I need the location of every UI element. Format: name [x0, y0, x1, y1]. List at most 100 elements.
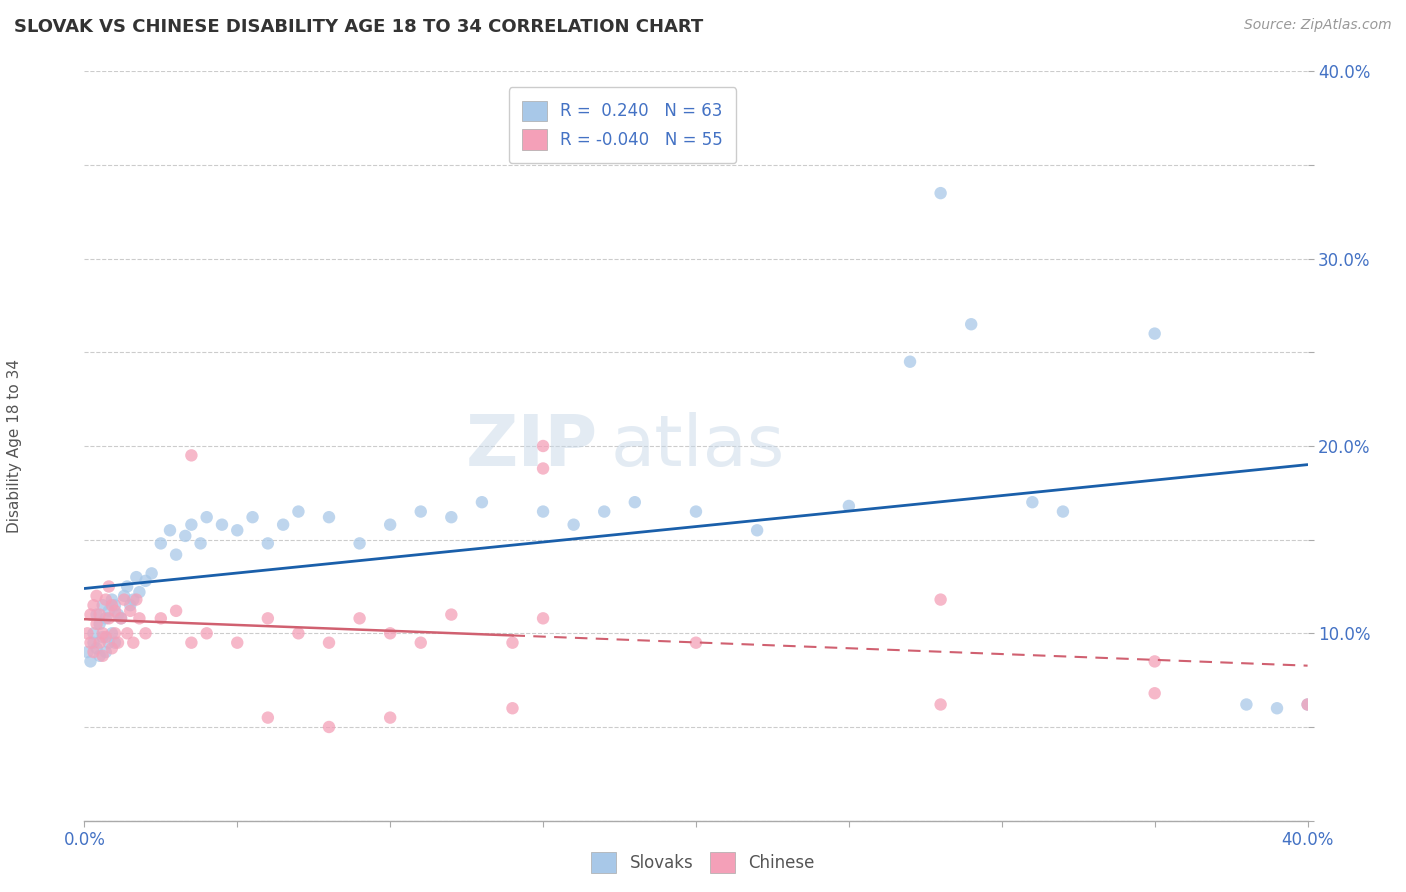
Point — [502, 635, 524, 649]
Point — [242, 510, 264, 524]
Point — [86, 607, 108, 622]
Point — [104, 599, 127, 613]
Point — [101, 592, 124, 607]
Point — [110, 611, 132, 625]
Point — [97, 580, 120, 594]
Point — [685, 635, 707, 649]
Point — [89, 648, 111, 663]
Point — [128, 611, 150, 625]
Point — [149, 536, 172, 550]
Point — [180, 635, 202, 649]
Point — [110, 611, 132, 625]
Point — [257, 611, 280, 625]
Point — [960, 318, 983, 332]
Text: atlas: atlas — [610, 411, 785, 481]
Point — [128, 585, 150, 599]
Point — [79, 655, 101, 669]
Point — [165, 548, 187, 562]
Point — [747, 524, 769, 538]
Text: Disability Age 18 to 34: Disability Age 18 to 34 — [7, 359, 21, 533]
Point — [531, 505, 554, 519]
Point — [226, 635, 249, 649]
Point — [94, 611, 117, 625]
Point — [79, 635, 101, 649]
Point — [195, 510, 218, 524]
Point — [141, 566, 163, 581]
Point — [149, 611, 172, 625]
Point — [112, 589, 135, 603]
Point — [318, 635, 340, 649]
Point — [107, 635, 129, 649]
Point — [287, 626, 309, 640]
Point — [1021, 495, 1043, 509]
Point — [120, 604, 142, 618]
Point — [318, 720, 340, 734]
Point — [380, 710, 402, 724]
Point — [929, 698, 952, 712]
Point — [624, 495, 647, 509]
Point — [471, 495, 494, 509]
Point — [440, 510, 463, 524]
Point — [125, 570, 148, 584]
Point — [1296, 698, 1319, 712]
Point — [97, 604, 120, 618]
Point — [190, 536, 212, 550]
Point — [94, 630, 117, 644]
Point — [1052, 505, 1074, 519]
Point — [112, 592, 135, 607]
Point — [287, 505, 309, 519]
Point — [79, 607, 101, 622]
Point — [271, 517, 294, 532]
Point — [135, 626, 157, 640]
Point — [89, 607, 111, 622]
Point — [86, 641, 108, 656]
Point — [531, 461, 554, 475]
Point — [97, 635, 120, 649]
Point — [318, 510, 340, 524]
Text: Source: ZipAtlas.com: Source: ZipAtlas.com — [1244, 18, 1392, 32]
Point — [226, 524, 249, 538]
Point — [349, 536, 371, 550]
Point — [101, 641, 124, 656]
Point — [83, 635, 105, 649]
Point — [1236, 698, 1258, 712]
Point — [562, 517, 585, 532]
Point — [76, 645, 98, 659]
Text: SLOVAK VS CHINESE DISABILITY AGE 18 TO 34 CORRELATION CHART: SLOVAK VS CHINESE DISABILITY AGE 18 TO 3… — [14, 18, 703, 36]
Point — [685, 505, 707, 519]
Point — [380, 626, 402, 640]
Point — [409, 635, 432, 649]
Point — [76, 626, 98, 640]
Point — [122, 635, 145, 649]
Point — [115, 626, 138, 640]
Point — [531, 611, 554, 625]
Point — [838, 499, 860, 513]
Point — [104, 635, 127, 649]
Point — [94, 592, 117, 607]
Point — [440, 607, 463, 622]
Point — [174, 529, 197, 543]
Point — [159, 524, 181, 538]
Point — [86, 617, 108, 632]
Point — [83, 645, 105, 659]
Text: ZIP: ZIP — [465, 411, 598, 481]
Point — [1143, 655, 1166, 669]
Point — [409, 505, 432, 519]
Point — [125, 592, 148, 607]
Point — [1296, 698, 1319, 712]
Point — [94, 645, 117, 659]
Point — [89, 617, 111, 632]
Point — [89, 635, 111, 649]
Point — [898, 355, 921, 369]
Point — [91, 626, 114, 640]
Point — [593, 505, 616, 519]
Point — [195, 626, 218, 640]
Point — [502, 701, 524, 715]
Point — [531, 439, 554, 453]
Point — [180, 517, 202, 532]
Point — [91, 648, 114, 663]
Point — [257, 710, 280, 724]
Point — [165, 604, 187, 618]
Legend: Slovaks, Chinese: Slovaks, Chinese — [585, 846, 821, 880]
Point — [135, 574, 157, 588]
